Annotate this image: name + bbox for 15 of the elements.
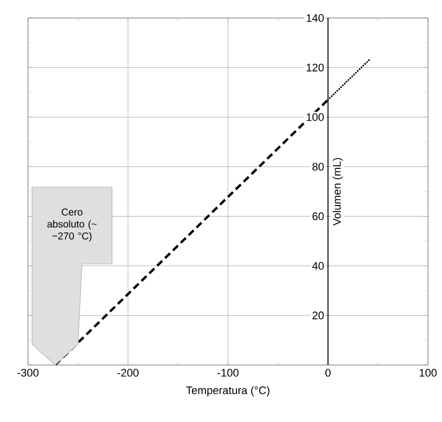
y-tick-label: 120 [306,64,324,72]
x-tick-label: -200 [118,368,139,377]
y-tick-label: 80 [312,162,324,171]
x-tick-label: 100 [420,368,437,377]
y-tick-label: 100 [306,113,324,122]
y-tick-label: 140 [306,14,324,22]
x-tick-label: 0 [325,368,331,377]
annotation: Cero absoluto (~ −270 °C) [47,208,97,242]
x-tick-label: -300 [18,368,39,377]
y-tick-label: 60 [312,212,324,220]
y-axis-title: Volumen (mL) [332,158,343,226]
y-tick-label: 40 [312,262,324,270]
x-tick-label: -100 [218,368,239,377]
x-axis-title: Temperatura (°C) [186,386,270,396]
y-tick-label: 20 [312,312,324,320]
